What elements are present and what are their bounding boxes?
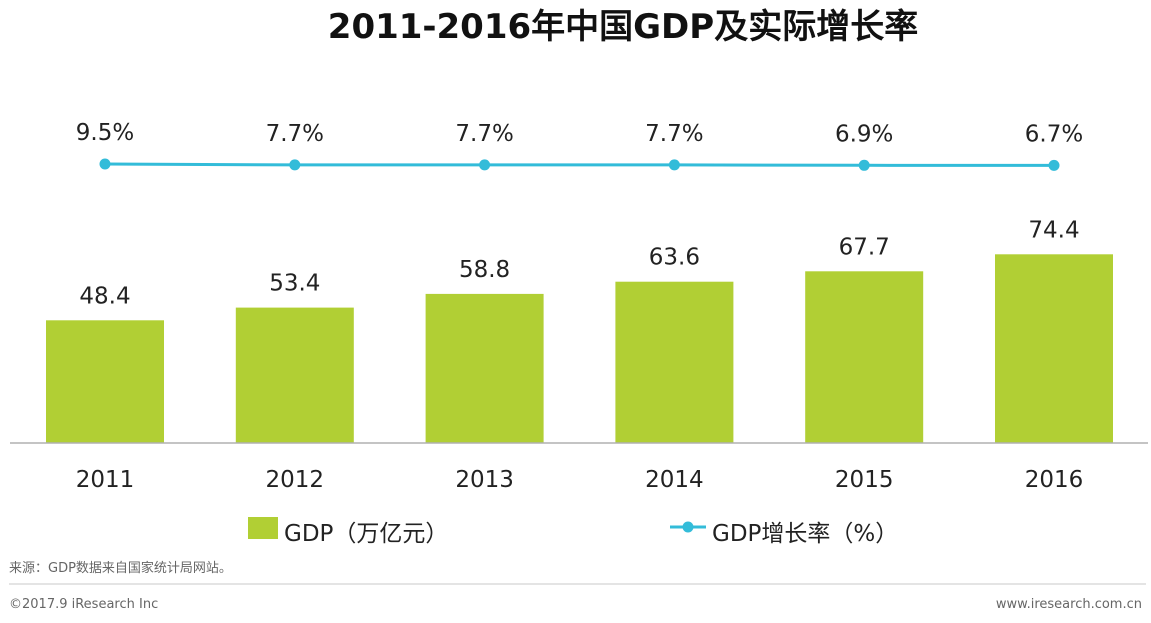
growth-point-2015: [858, 159, 870, 171]
gdp-bar-label-2012: 53.4: [269, 271, 320, 297]
legend: GDP（万亿元） GDP增长率（%）: [248, 517, 898, 547]
copyright-text: ©2017.9 iResearch Inc: [9, 597, 158, 612]
growth-label-2012: 7.7%: [266, 121, 324, 147]
website-link[interactable]: www.iresearch.com.cn: [996, 597, 1142, 612]
growth-point-2014: [668, 159, 680, 171]
gdp-bar-2013: [425, 293, 544, 443]
gdp-bar-label-2014: 63.6: [649, 245, 700, 271]
growth-label-2014: 7.7%: [645, 121, 703, 147]
gdp-bar-2014: [615, 281, 734, 443]
gdp-bar-label-2016: 74.4: [1028, 217, 1079, 243]
growth-point-2012: [289, 159, 301, 171]
x-tick-2016: 2016: [1025, 467, 1084, 493]
growth-rate-line: [104, 162, 1055, 167]
gdp-bar-label-2013: 58.8: [459, 257, 510, 283]
gdp-bar-2012: [235, 307, 354, 443]
growth-label-2013: 7.7%: [455, 121, 513, 147]
gdp-bar-layer: 48.4 53.4 58.8 63.6 67.7 74.4: [46, 217, 1113, 443]
legend-line-marker: [682, 521, 694, 533]
growth-point-2016: [1048, 159, 1060, 171]
growth-point-2013: [479, 159, 491, 171]
x-axis-ticks: 2011 2012 2013 2014 2015 2016: [76, 467, 1084, 493]
source-note: 来源：GDP数据来自国家统计局网站。: [9, 560, 232, 576]
growth-line-layer: 9.5% 7.7% 7.7% 7.7% 6.9% 6.7%: [76, 120, 1083, 171]
chart-title: 2011-2016年中国GDP及实际增长率: [328, 7, 918, 47]
gdp-bar-label-2011: 48.4: [79, 283, 130, 309]
gdp-bar-label-2015: 67.7: [839, 234, 890, 260]
x-tick-2012: 2012: [266, 467, 325, 493]
growth-label-2011: 9.5%: [76, 120, 134, 146]
x-tick-2011: 2011: [76, 467, 135, 493]
growth-label-2016: 6.7%: [1025, 121, 1083, 147]
gdp-bar-2015: [805, 271, 924, 443]
x-tick-2015: 2015: [835, 467, 894, 493]
growth-point-2011: [99, 158, 111, 170]
x-tick-2014: 2014: [645, 467, 704, 493]
legend-line-label: GDP增长率（%）: [712, 521, 898, 547]
legend-bar-swatch: [248, 517, 278, 539]
gdp-bar-2011: [46, 320, 164, 443]
growth-label-2015: 6.9%: [835, 121, 893, 147]
x-tick-2013: 2013: [455, 467, 514, 493]
gdp-bar-2016: [995, 254, 1113, 443]
legend-bar-label: GDP（万亿元）: [284, 521, 448, 547]
